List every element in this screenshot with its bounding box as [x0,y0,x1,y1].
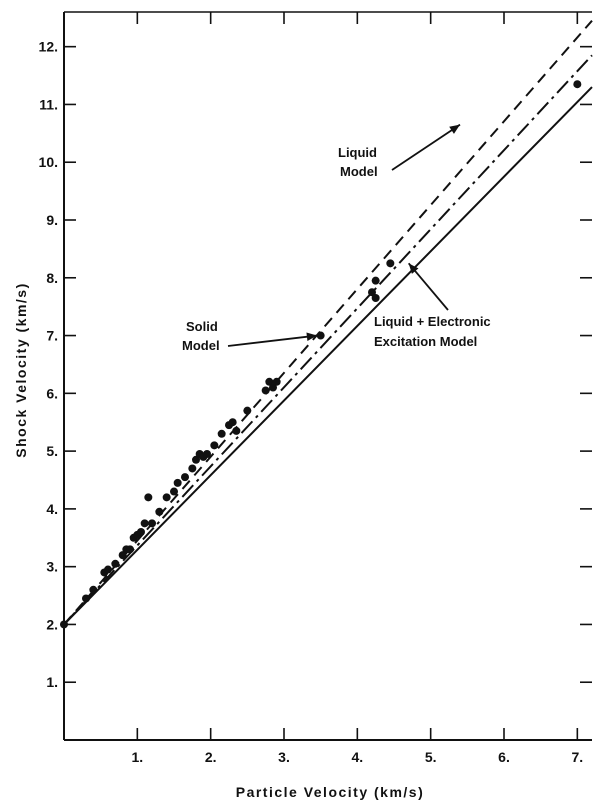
data-point [173,478,182,487]
data-point [261,386,270,395]
annotation-text: Model [182,338,220,353]
data-point [269,383,277,392]
data-point [181,473,189,482]
x-tick-label: 6. [498,749,510,765]
x-axis-ticks: 1. 2. 3. 4. 5. 6. 7. [131,12,583,765]
data-point [188,464,197,473]
x-axis-label: Particle Velocity (km/s) [236,784,425,800]
data-point [137,528,145,536]
y-tick-label: 3. [46,559,58,575]
x-tick-label: 4. [351,749,363,765]
data-point [371,276,380,285]
data-point [217,429,226,438]
y-tick-label: 4. [46,501,58,517]
y-tick-label: 10. [39,154,58,170]
annotation-arrowhead [306,332,317,341]
x-tick-label: 2. [205,749,217,765]
x-tick-label: 1. [131,749,143,765]
annotations: Liquid Model Solid Model Liquid + Electronic… [182,123,491,353]
y-tick-label: 5. [46,443,58,459]
y-axis-ticks: 1. 2. 3. 4. 5. 6. 7. 8. 9. 10. 11. 12. [39,39,592,690]
y-tick-label: 7. [46,328,58,344]
annotation-arrow [407,262,449,311]
data-point [368,288,376,297]
annotation-text: Liquid [338,145,377,160]
annotation-text: Model [340,164,378,179]
data-point [272,377,281,386]
data-point [140,519,149,528]
annotation-text: Liquid + Electronic [374,314,491,329]
data-point [265,377,274,386]
plot-frame [63,11,592,741]
y-axis-label: Shock Velocity (km/s) [13,282,29,457]
y-tick-label: 9. [46,212,58,228]
annotation-arrow [227,334,318,347]
data-point [228,418,237,427]
annotation-arrow [391,123,461,171]
data-point [82,594,90,603]
annotation-text: Excitation Model [374,334,477,349]
data-point [104,565,112,574]
data-point [155,507,164,516]
data-point [192,455,200,464]
y-tick-label: 6. [46,385,58,401]
data-point [89,585,98,594]
annotation-arrowhead [408,263,419,274]
data-point [371,294,380,302]
data-point [144,493,153,502]
data-point [573,80,582,89]
data-point [386,259,395,268]
data-points [60,80,582,629]
data-point [162,493,171,502]
x-tick-label: 5. [425,749,437,765]
data-point [148,519,156,528]
data-point [118,551,127,560]
y-tick-label: 1. [46,674,58,690]
x-tick-label: 7. [571,749,583,765]
y-tick-label: 2. [46,616,58,632]
y-tick-label: 8. [46,270,58,286]
annotation-text: Solid [186,319,218,334]
x-tick-label: 3. [278,749,290,765]
data-point [126,545,134,554]
data-point [243,406,252,415]
electronic-excitation-model-line [63,86,593,626]
solid-model-line [63,54,593,626]
data-point [203,450,211,458]
data-point [210,441,219,450]
y-tick-label: 12. [39,39,58,55]
data-point [170,487,178,496]
data-point [232,426,241,435]
y-tick-label: 11. [39,96,58,112]
annotation-arrowhead [449,124,460,134]
data-point [111,559,120,568]
data-point [316,331,325,340]
